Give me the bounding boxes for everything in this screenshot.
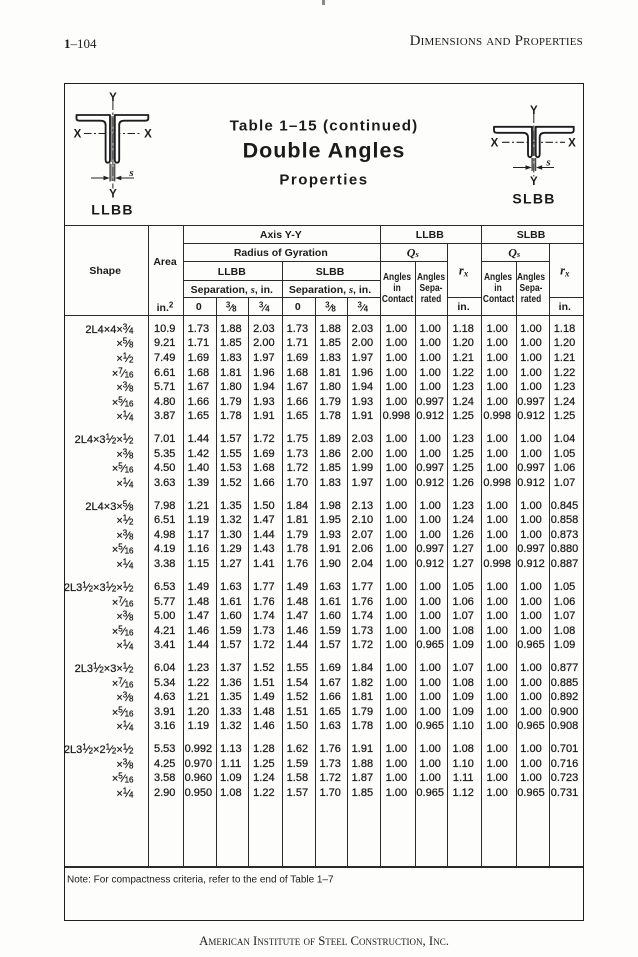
svg-text:X: X: [144, 129, 152, 141]
svg-text:Y: Y: [109, 189, 117, 201]
svg-text:s: s: [545, 157, 550, 169]
svg-text:Y: Y: [530, 105, 538, 117]
svg-text:X: X: [568, 137, 576, 149]
svg-text:SLBB: SLBB: [512, 191, 555, 207]
svg-text:Y: Y: [530, 176, 538, 188]
svg-text:Y: Y: [109, 92, 117, 104]
svg-text:s: s: [128, 167, 133, 179]
svg-text:X: X: [74, 129, 82, 141]
svg-text:X: X: [491, 137, 499, 149]
svg-text:LLBB: LLBB: [91, 202, 134, 218]
